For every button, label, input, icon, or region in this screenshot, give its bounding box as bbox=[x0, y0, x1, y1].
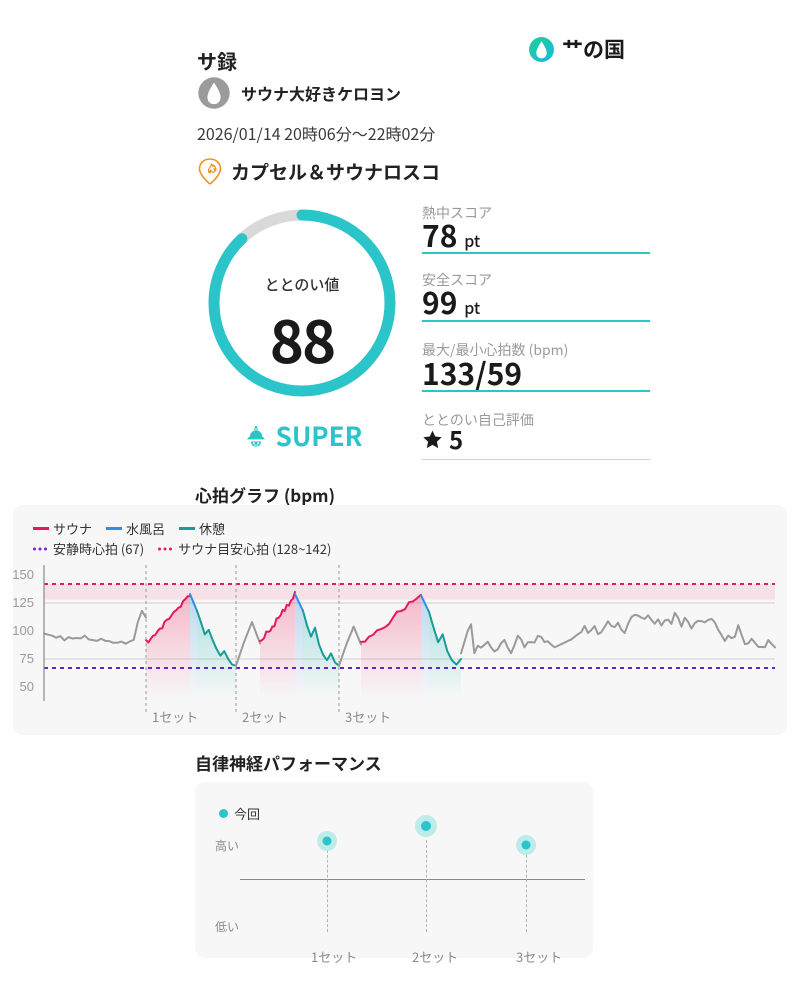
svg-text:100: 100 bbox=[13, 623, 34, 638]
svg-text:150: 150 bbox=[13, 567, 34, 582]
svg-text:125: 125 bbox=[13, 595, 34, 610]
svg-text:75: 75 bbox=[20, 651, 34, 666]
svg-text:50: 50 bbox=[20, 679, 34, 694]
